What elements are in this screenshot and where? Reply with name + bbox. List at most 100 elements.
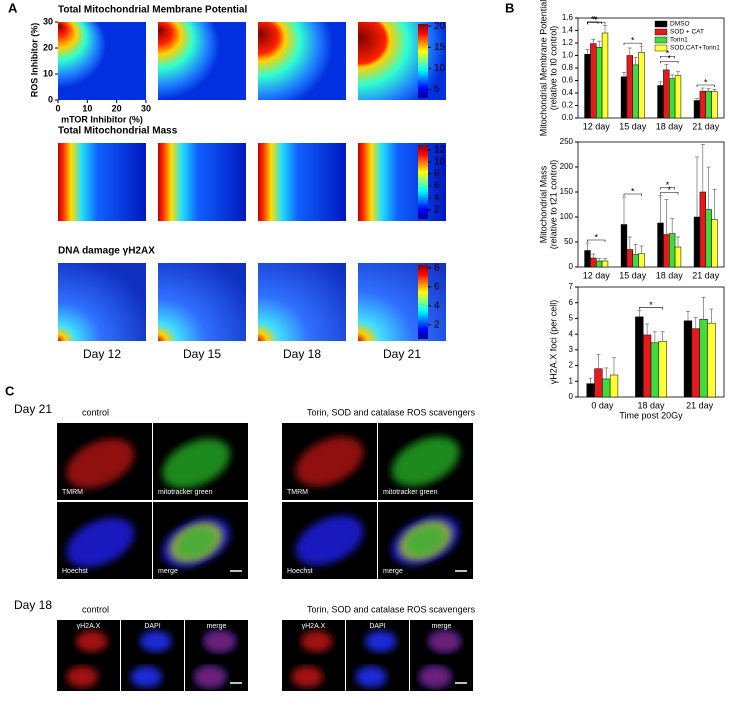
significance-label: * (593, 14, 597, 24)
plot-frame (577, 141, 725, 268)
y-tick-label: 1.6 (562, 13, 574, 22)
bar (699, 191, 706, 268)
micrograph-content (291, 630, 333, 688)
micrograph-content (66, 438, 135, 489)
bar (596, 47, 603, 119)
legend-label: SOD,CAT+Torin1 (670, 45, 720, 52)
colorbar-tick-label: 15 (434, 42, 446, 53)
image-label: Hoechst (287, 568, 313, 575)
x-axis-label: Time post 20Gy (619, 410, 683, 420)
bar (699, 318, 708, 398)
day-label: Day 15 (183, 347, 221, 361)
micrograph-content (66, 630, 108, 688)
y-tick-label: 3 (569, 345, 574, 354)
nucleus (139, 630, 172, 652)
legend-swatch (654, 36, 668, 44)
bar (590, 257, 597, 268)
image-label: mitotracker green (383, 489, 438, 496)
bar (620, 224, 628, 268)
y-axis-label: ROS Inhibitor (%) (29, 23, 39, 98)
colorbar (418, 24, 428, 98)
significance-label: * (594, 15, 598, 25)
y-tick-label: 0 (48, 94, 53, 104)
image-label: γH2A.X (77, 623, 101, 630)
colorbar-tick-label: 12 (434, 144, 446, 155)
bar (693, 216, 701, 268)
cell (405, 525, 446, 556)
bar (601, 32, 609, 119)
cell (66, 517, 135, 568)
nucleus (203, 630, 236, 652)
micrograph-content (295, 436, 364, 487)
bar (594, 368, 603, 398)
legend-swatch (654, 28, 668, 36)
group-title: Torin, SOD and catalase ROS scavengers (307, 604, 476, 614)
heatmap (258, 263, 346, 341)
significance-label: * (631, 36, 635, 46)
y-tick-label: 100 (560, 212, 574, 221)
y-tick-label: 50 (564, 237, 573, 246)
bar (609, 374, 619, 398)
cell (295, 515, 364, 566)
bar (669, 78, 676, 119)
heatmap (58, 263, 146, 341)
y-tick-label: 0.8 (562, 63, 574, 72)
day-label: Day 12 (83, 347, 121, 361)
nucleus (66, 666, 98, 688)
significance-bracket (660, 187, 675, 190)
nucleus (75, 630, 108, 652)
y-tick-label: 30 (43, 16, 53, 26)
bar (658, 340, 667, 398)
bar (638, 52, 645, 119)
image-label: TMRM (287, 489, 308, 496)
heatmap (158, 263, 246, 341)
nucleus (428, 630, 461, 652)
image-label: γH2A.X (302, 623, 326, 630)
x-tick-label: 15 day (619, 270, 647, 280)
micrograph-content (391, 515, 460, 566)
cell (176, 527, 217, 558)
day-label: Day 18 (283, 347, 321, 361)
bar (693, 100, 701, 119)
x-tick-label: 18 day (656, 121, 684, 131)
x-tick-label: 30 (141, 103, 151, 113)
legend-swatch (654, 44, 668, 52)
colorbar-tick-label: 5 (434, 84, 440, 95)
y-tick-label: 200 (560, 162, 574, 171)
colorbar-tick-label: 6 (434, 281, 440, 292)
heatmap (358, 22, 446, 100)
heatmap (158, 143, 246, 221)
bar (635, 316, 644, 398)
x-tick-label: 20 (112, 103, 122, 113)
nucleus (130, 666, 162, 688)
nucleus (419, 666, 451, 688)
day-label: Day 21 (383, 347, 421, 361)
colorbar-tick-label: 20 (434, 21, 446, 32)
colorbar-tick-label: 4 (434, 193, 440, 204)
image-label: merge (207, 623, 227, 630)
x-axis-label: mTOR Inhibitor (%) (61, 114, 143, 124)
bar (586, 383, 595, 398)
y-tick-label: 10 (43, 68, 53, 78)
significance-bracket (587, 21, 599, 24)
cell (295, 436, 364, 487)
significance-bracket (660, 192, 679, 195)
colorbar-tick-label: 10 (434, 63, 446, 74)
micrograph-content (295, 515, 364, 566)
heatmap (58, 143, 146, 221)
y-tick-label: 0.6 (562, 76, 574, 85)
significance-label: * (667, 185, 671, 195)
bar (691, 328, 700, 398)
bar (632, 64, 639, 119)
y-tick-label: 0.2 (562, 101, 574, 110)
x-tick-label: 12 day (583, 121, 611, 131)
x-tick-label: 21 day (692, 121, 720, 131)
image-label: merge (432, 623, 452, 630)
heatmap (358, 263, 446, 341)
colorbar-tick-label: 8 (434, 262, 440, 273)
group-title: control (82, 407, 109, 417)
cell (66, 438, 135, 489)
y-axis-label: γH2A.X foci (per cell) (548, 300, 558, 385)
y-tick-label: 250 (560, 137, 574, 146)
